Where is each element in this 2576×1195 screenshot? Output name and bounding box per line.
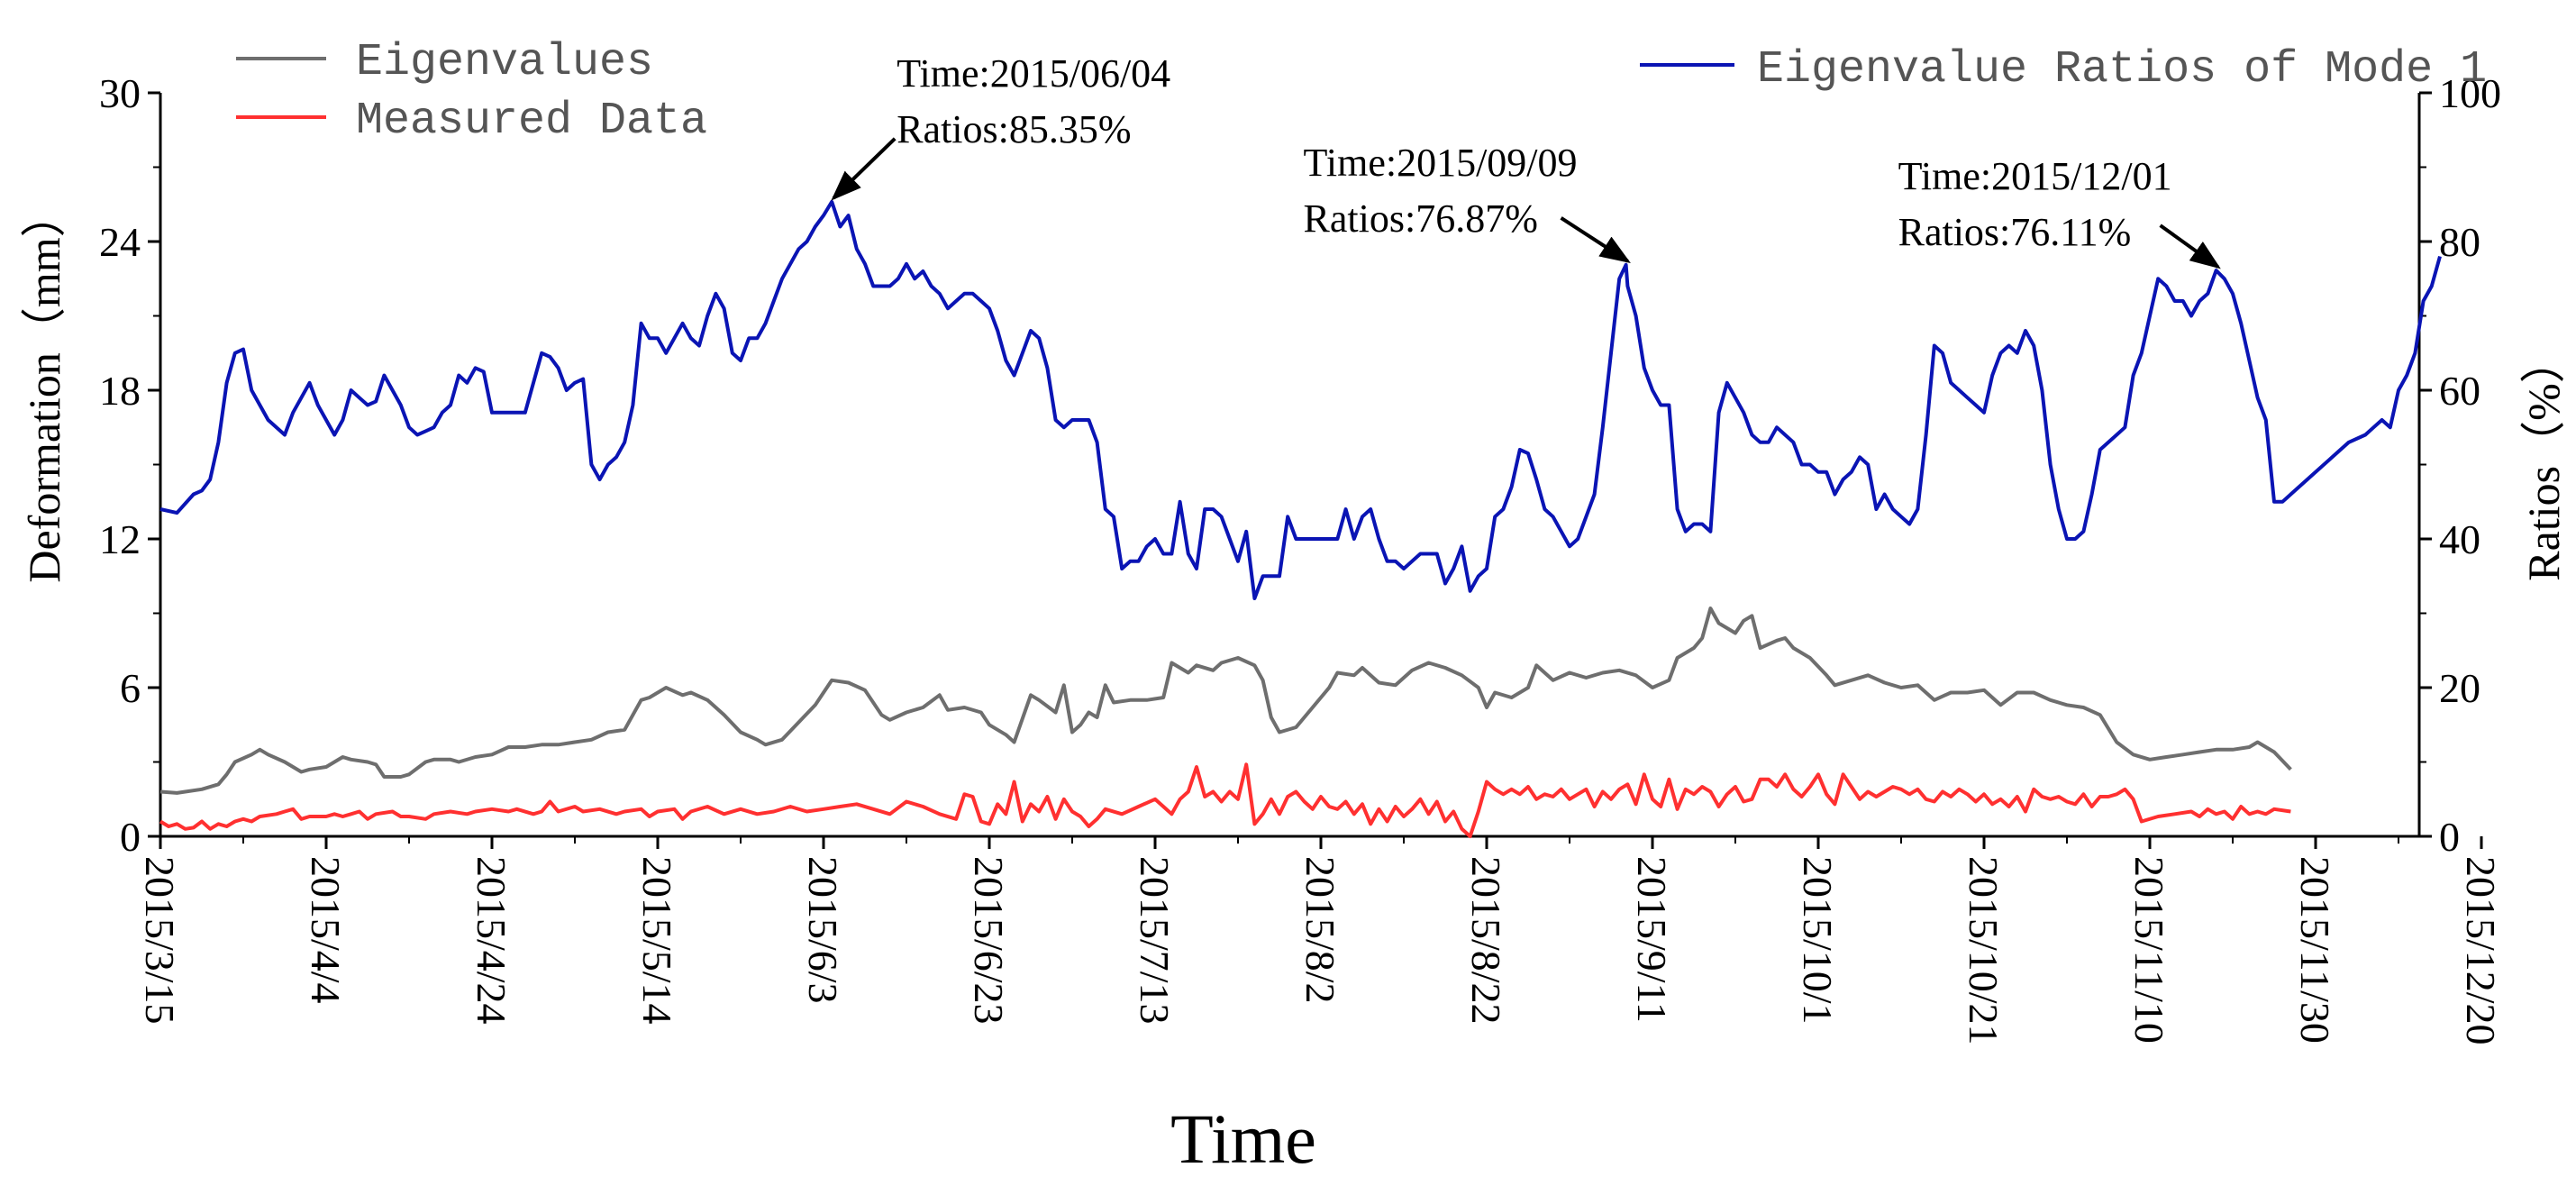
- series-line-eigenvalue-ratios-of-mode-1: [159, 199, 2442, 600]
- x-tick-label: 2015/10/1: [1795, 856, 1841, 1025]
- x-tick-label: 2015/6/3: [800, 856, 846, 1004]
- x-tick-label: 2015/4/4: [303, 856, 349, 1004]
- annotation-arrow: [831, 137, 897, 201]
- x-axis-title: Time: [1170, 1099, 1316, 1178]
- legend-right: Eigenvalue Ratios of Mode 1: [1640, 44, 2487, 96]
- y-tick-label-left: 12: [99, 516, 141, 562]
- y-tick-label-right: 40: [2439, 516, 2480, 562]
- annotation-arrow: [1560, 216, 1631, 263]
- plot-annotations: Time:2015/06/04 Ratios:85.35% Time:2015/09…: [831, 51, 2221, 269]
- x-tick-label: 2015/10/21: [1961, 856, 2007, 1045]
- x-tick-label: 2015/9/11: [1629, 856, 1675, 1023]
- annotation-ratio: Ratios:76.87%: [1304, 196, 1538, 241]
- annotation-ratio: Ratios:76.11%: [1898, 210, 2132, 254]
- annotation-time: Time:2015/09/09: [1304, 141, 1578, 185]
- y-tick-label-right: 20: [2439, 665, 2480, 711]
- x-tick-label: 2015/6/23: [966, 856, 1012, 1025]
- legend-label-measured: Measured Data: [356, 96, 707, 147]
- x-tick-label: 2015/8/22: [1463, 856, 1509, 1025]
- y-tick-label-left: 6: [120, 665, 141, 711]
- y-tick-label-right: 100: [2439, 70, 2501, 116]
- y-tick-label-left: 30: [99, 70, 141, 116]
- plot-axes: 0 6 12 18 24 30 0 20 40 60 80 100 2015/3/15 2015/4/4 2…: [99, 70, 2504, 1045]
- y-axis-right-title: Ratios（%）: [2518, 338, 2569, 580]
- annotation-time: Time:2015/06/04: [897, 51, 1170, 96]
- legend-left: Eigenvalues Measured Data: [236, 37, 707, 147]
- y-tick-label-left: 18: [99, 368, 141, 414]
- y-tick-label-right: 80: [2439, 219, 2480, 265]
- y-tick-label-right: 0: [2439, 814, 2460, 860]
- annotation-time: Time:2015/12/01: [1898, 154, 2172, 198]
- x-tick-label: 2015/8/2: [1297, 856, 1343, 1004]
- y-tick-label-left: 24: [99, 219, 141, 265]
- x-tick-label: 2015/11/10: [2126, 856, 2172, 1044]
- annotation-ratio: Ratios:85.35%: [897, 107, 1131, 151]
- y-axis-left-title: Deformation（mm）: [19, 192, 69, 582]
- x-tick-label: 2015/12/20: [2458, 856, 2504, 1045]
- y-tick-label-right: 60: [2439, 368, 2480, 414]
- x-tick-label: 2015/7/13: [1132, 856, 1178, 1025]
- series-line-measured-data: [159, 762, 2291, 838]
- x-tick-label: 2015/3/15: [137, 856, 183, 1025]
- annotation-arrow: [2159, 223, 2221, 269]
- legend-label-ratios: Eigenvalue Ratios of Mode 1: [1757, 44, 2487, 96]
- series-line-eigenvalues: [159, 607, 2292, 795]
- x-tick-label: 2015/4/24: [469, 856, 514, 1025]
- y-tick-label-left: 0: [120, 814, 141, 860]
- x-tick-label: 2015/11/30: [2292, 856, 2338, 1044]
- plot-series: [159, 199, 2442, 838]
- x-tick-label: 2015/5/14: [634, 856, 680, 1025]
- legend-label-eigenvalues: Eigenvalues: [356, 37, 653, 88]
